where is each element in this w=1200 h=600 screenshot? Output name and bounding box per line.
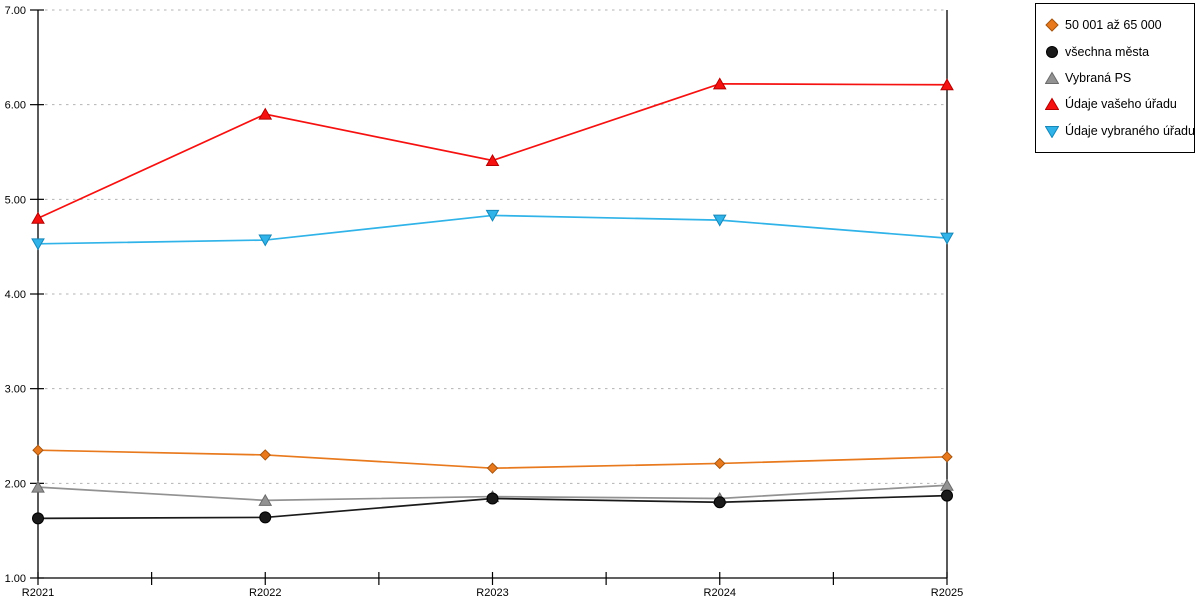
data-point-marker — [486, 492, 499, 505]
data-point-marker — [258, 234, 273, 247]
triangle-up-legend-icon — [1045, 71, 1059, 84]
x-tick-label: R2024 — [704, 587, 736, 599]
legend-item-label: Údaje vybraného úřadu — [1065, 123, 1195, 138]
x-tick-label: R2023 — [476, 587, 508, 599]
x-tick-label: R2025 — [931, 587, 963, 599]
data-point-marker — [941, 451, 953, 463]
legend-item-label: všechna města — [1065, 44, 1150, 59]
legend-item-label: Údaje vašeho úřadu — [1065, 97, 1177, 112]
triangle-up-legend-icon — [1045, 97, 1059, 111]
legend-box: 50 001 až 65 000 všechna města Vybraná PS Ú… — [1035, 3, 1195, 153]
legend-item-label: Vybraná PS — [1065, 70, 1132, 85]
data-point-marker — [31, 211, 45, 224]
data-point-marker — [32, 444, 44, 456]
data-point-marker — [258, 107, 273, 120]
y-tick-label: 3.00 — [5, 384, 26, 396]
data-point-marker — [940, 232, 954, 245]
legend-item-label: 50 001 až 65 000 — [1065, 18, 1162, 33]
legend-item: Údaje vybraného úřadu — [1045, 124, 1195, 138]
y-tick-label: 2.00 — [5, 478, 26, 490]
data-point-marker — [940, 78, 954, 91]
x-tick-label: R2022 — [249, 587, 281, 599]
data-point-marker — [713, 496, 726, 509]
triangle-down-legend-icon — [1045, 125, 1059, 138]
data-point-marker — [486, 462, 499, 474]
series-line — [37, 82, 948, 220]
data-point-marker — [31, 238, 45, 251]
circle-legend-icon — [1046, 45, 1058, 58]
x-tick-label: R2021 — [22, 587, 54, 599]
data-point-marker — [259, 511, 272, 524]
data-point-marker — [485, 154, 500, 167]
data-point-marker — [712, 214, 727, 227]
legend-item: Údaje vašeho úřadu — [1045, 97, 1190, 111]
data-point-marker — [714, 457, 726, 470]
legend-item: 50 001 až 65 000 — [1045, 18, 1190, 32]
data-point-marker — [941, 489, 953, 502]
diamond-legend-icon — [1045, 18, 1059, 33]
y-tick-label: 5.00 — [5, 194, 26, 206]
data-point-marker — [258, 493, 273, 506]
data-point-marker — [712, 77, 727, 90]
y-tick-label: 4.00 — [5, 289, 26, 301]
legend-item: Vybraná PS — [1045, 71, 1190, 85]
y-tick-label: 6.00 — [5, 100, 26, 112]
y-tick-label: 7.00 — [5, 5, 26, 17]
y-tick-label: 1.00 — [5, 573, 26, 585]
data-point-marker — [31, 480, 45, 493]
legend-item: všechna města — [1045, 45, 1190, 59]
data-point-marker — [259, 449, 271, 461]
data-point-marker — [485, 209, 500, 222]
data-point-marker — [32, 512, 44, 525]
